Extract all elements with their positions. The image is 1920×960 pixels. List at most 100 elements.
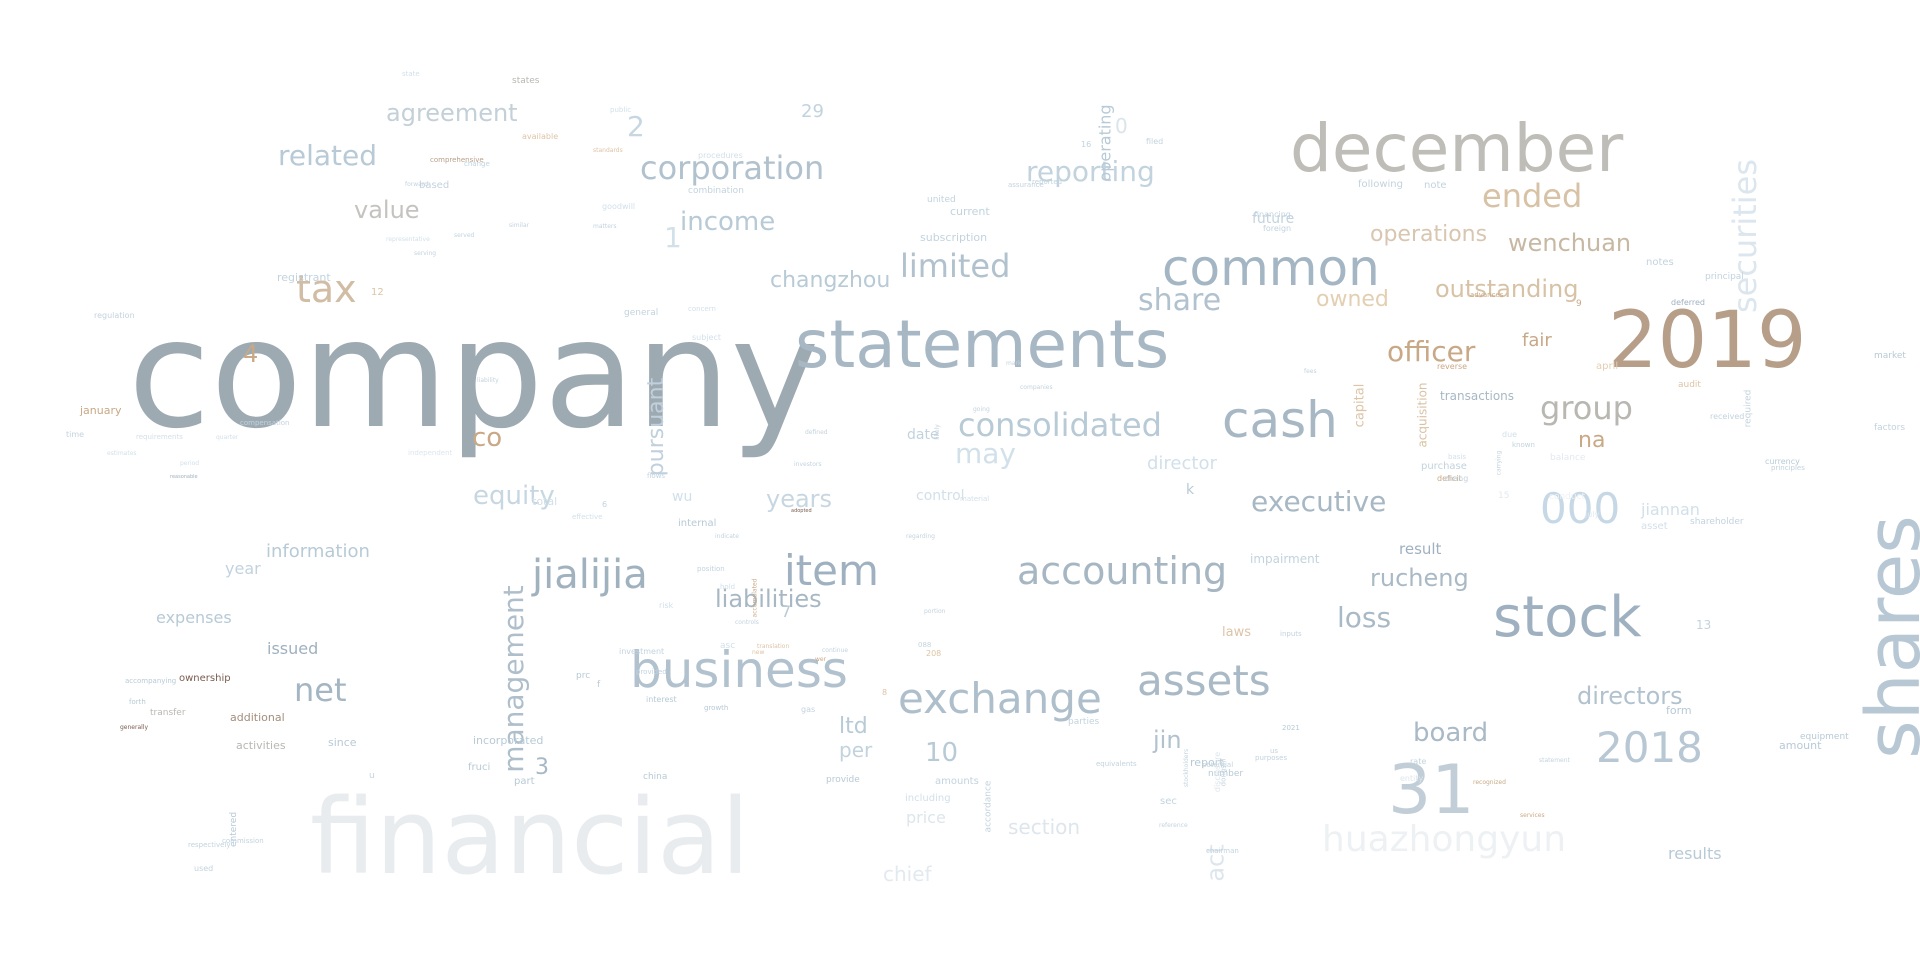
word-102: amount <box>1779 739 1822 752</box>
word-109: required <box>1743 389 1754 428</box>
word-100: sec <box>1160 796 1177 807</box>
word-53: jin <box>1153 726 1182 754</box>
word-170: forth <box>129 698 146 706</box>
word-73: laws <box>1222 625 1251 640</box>
word-42: income <box>680 207 776 237</box>
word-208: defined <box>805 429 828 436</box>
word-106: received <box>1710 412 1745 421</box>
word-202: chairman <box>1206 847 1239 855</box>
word-148: forward <box>405 181 429 188</box>
word-130: united <box>927 195 956 205</box>
word-87: 12 <box>371 287 384 298</box>
word-161: requirements <box>136 433 183 441</box>
word-172: generally <box>120 724 149 731</box>
word-44: value <box>354 196 420 224</box>
word-190: purposes <box>1255 754 1288 762</box>
word-154: regulation <box>94 311 135 320</box>
word-168: reasonable <box>170 474 198 480</box>
word-123: following <box>1358 179 1403 190</box>
word-133: combination <box>688 186 744 196</box>
word-86: 7 <box>781 602 792 621</box>
word-126: filed <box>1146 137 1164 146</box>
word-196: stockholders <box>1183 748 1191 788</box>
word-216: 8 <box>882 688 888 697</box>
word-164: 6 <box>602 500 608 509</box>
word-47: years <box>766 485 833 513</box>
word-178: respectively <box>188 841 231 849</box>
word-211: likely <box>933 424 941 440</box>
word-229: flows <box>647 472 666 480</box>
word-118: advances <box>1470 291 1504 299</box>
word-194: 2021 <box>1282 724 1300 732</box>
word-64: year <box>225 559 261 578</box>
word-116: audit <box>1678 380 1701 390</box>
word-72: result <box>1399 540 1442 558</box>
word-137: state <box>402 70 420 78</box>
word-213: portion <box>924 608 946 615</box>
word-16: 2018 <box>1596 723 1703 772</box>
word-14: item <box>784 546 879 595</box>
word-233: liability <box>477 377 499 384</box>
word-22: corporation <box>640 149 825 187</box>
word-217: wer <box>815 656 827 663</box>
word-200: services <box>1520 812 1545 819</box>
word-40: rucheng <box>1370 564 1469 592</box>
word-114: deficit <box>1437 474 1462 483</box>
word-238: 15 <box>1498 491 1510 501</box>
word-62: jiannan <box>1641 500 1700 519</box>
word-119: 9 <box>1576 299 1582 309</box>
word-48: pursuant <box>644 377 670 477</box>
word-19: securities <box>1726 158 1765 314</box>
word-142: similar <box>509 222 530 229</box>
word-108: principles <box>1771 464 1805 472</box>
word-9: cash <box>1222 391 1338 449</box>
word-174: activities <box>236 739 286 752</box>
word-17: huazhongyun <box>1322 819 1567 860</box>
word-80: 0 <box>1115 114 1128 138</box>
word-136: public <box>610 106 632 114</box>
word-206: due <box>1502 430 1518 439</box>
word-24: tax <box>296 267 357 311</box>
word-49: owned <box>1316 287 1389 312</box>
word-197: disclosure <box>1213 751 1223 793</box>
word-90: incorporated <box>473 734 544 747</box>
word-207: known <box>1512 441 1535 449</box>
word-89: since <box>328 736 357 749</box>
word-0: company <box>128 288 820 462</box>
word-239: conduct <box>1549 492 1586 502</box>
word-34: board <box>1413 718 1489 748</box>
word-39: loss <box>1337 601 1392 634</box>
word-43: agreement <box>386 99 518 127</box>
word-13: jialijia <box>532 552 648 598</box>
word-188: equivalents <box>1096 760 1137 768</box>
word-55: ltd <box>839 714 868 739</box>
word-91: fruci <box>468 762 491 773</box>
word-54: 10 <box>925 738 959 768</box>
word-162: independent <box>408 449 453 457</box>
word-32: executive <box>1251 485 1387 518</box>
word-156: time <box>66 430 85 439</box>
word-75: acquisition <box>1415 382 1430 448</box>
word-192: inputs <box>1280 630 1302 638</box>
word-218: new <box>752 649 765 656</box>
word-61: director <box>1147 453 1217 474</box>
word-97: accordance <box>983 780 994 833</box>
word-124: financing <box>1254 210 1291 219</box>
word-132: subscription <box>920 231 988 244</box>
word-151: concern <box>688 305 716 313</box>
word-92: part <box>514 776 535 787</box>
word-121: notes <box>1646 257 1674 268</box>
word-237: july <box>1585 510 1600 519</box>
word-20: consolidated <box>958 406 1162 444</box>
word-159: estimates <box>107 450 137 457</box>
word-134: procedures <box>698 151 743 160</box>
word-222: controls <box>735 619 759 626</box>
word-29: net <box>294 671 347 709</box>
word-220: risk <box>659 601 674 610</box>
word-78: wu <box>672 489 693 505</box>
word-158: period <box>180 460 200 467</box>
word-150: registrant <box>277 271 331 284</box>
word-184: interest <box>646 695 677 704</box>
word-193: us <box>1270 747 1279 755</box>
